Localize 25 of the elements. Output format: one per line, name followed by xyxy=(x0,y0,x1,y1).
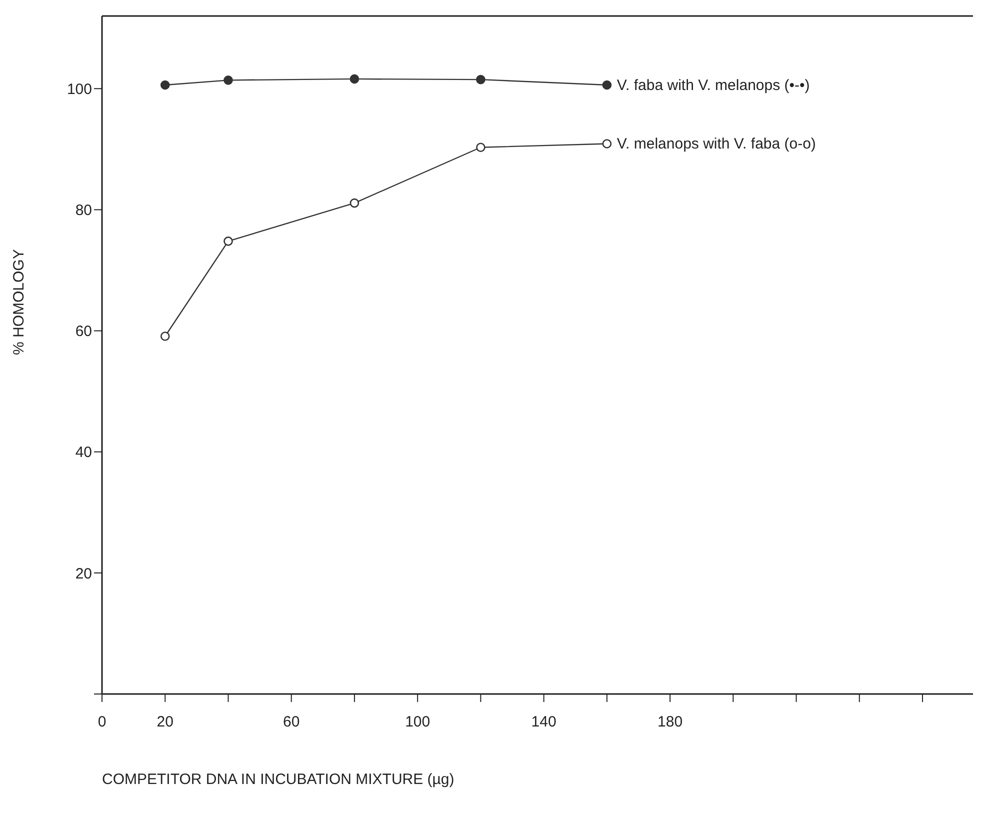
y-tick-label: 80 xyxy=(75,202,92,220)
x-tick-label: 100 xyxy=(405,714,430,731)
point xyxy=(160,80,170,90)
point xyxy=(160,332,170,341)
point xyxy=(350,74,360,84)
point xyxy=(476,74,486,84)
series-label: V. faba with V. melanops (•-•) xyxy=(616,77,810,94)
y-tick-label: 20 xyxy=(75,565,92,582)
point xyxy=(476,142,486,152)
x-tick-label: 180 xyxy=(658,714,683,731)
point xyxy=(224,76,233,85)
point xyxy=(602,139,612,148)
point xyxy=(350,198,360,208)
x-tick-label: 0 xyxy=(98,714,106,731)
point xyxy=(602,80,612,90)
x-tick-label: 140 xyxy=(531,714,556,731)
series-label: V. melanops with V. faba (o-o) xyxy=(616,136,816,153)
x-axis-title: COMPETITOR DNA IN INCUBATION MIXTURE (µg) xyxy=(102,771,454,788)
point xyxy=(224,236,233,246)
y-tick-label: 100 xyxy=(66,80,92,98)
y-tick-label: 40 xyxy=(75,444,92,462)
x-tick-label: 20 xyxy=(156,714,174,731)
y-axis-title: % HOMOLOGY xyxy=(10,249,28,355)
y-tick-label: 60 xyxy=(75,323,92,340)
x-tick-label: 60 xyxy=(283,714,300,731)
